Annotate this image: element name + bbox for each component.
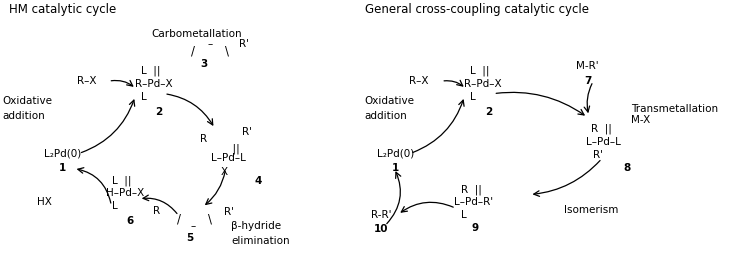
Text: 2: 2 [155, 107, 163, 117]
Text: 8: 8 [624, 163, 631, 173]
Text: Isomerism: Isomerism [565, 205, 619, 215]
Text: 1: 1 [59, 163, 67, 173]
Text: 2: 2 [485, 107, 492, 117]
Text: 6: 6 [126, 216, 134, 226]
Text: \: \ [225, 45, 229, 58]
Text: R  ||: R || [591, 123, 612, 134]
Text: L  ||: L || [470, 66, 490, 77]
Text: L: L [461, 209, 466, 219]
Text: L–Pd–L: L–Pd–L [211, 153, 246, 163]
Text: elimination: elimination [231, 236, 290, 246]
Text: /: / [191, 45, 195, 58]
Text: Oxidative: Oxidative [364, 96, 415, 106]
Text: R-R': R-R' [371, 209, 392, 219]
Text: \: \ [208, 213, 212, 226]
Text: L: L [112, 201, 118, 211]
Text: β-hydride: β-hydride [231, 221, 282, 231]
Text: HX: HX [38, 197, 52, 207]
Text: L₂Pd(0): L₂Pd(0) [44, 149, 81, 159]
Text: M-X: M-X [631, 115, 650, 125]
Text: 9: 9 [471, 223, 479, 233]
Text: 4: 4 [254, 176, 262, 186]
Text: L–Pd–L: L–Pd–L [586, 136, 621, 146]
Text: M-R': M-R' [576, 61, 599, 71]
Text: 7: 7 [584, 76, 591, 86]
Text: R–Pd–X: R–Pd–X [465, 79, 502, 89]
Text: R–X: R–X [409, 76, 429, 86]
Text: R: R [154, 206, 160, 216]
Text: L: L [141, 93, 147, 102]
Text: L: L [470, 93, 476, 102]
Text: R': R' [225, 207, 234, 217]
Text: Carbometallation: Carbometallation [151, 29, 242, 39]
Text: Transmetallation: Transmetallation [631, 104, 718, 114]
Text: R': R' [593, 150, 603, 160]
Text: R: R [200, 134, 208, 143]
Text: L  ||: L || [141, 66, 160, 77]
Text: 3: 3 [200, 59, 208, 69]
Text: 1: 1 [392, 163, 399, 173]
Text: 10: 10 [374, 224, 389, 234]
Text: /: / [177, 213, 180, 226]
Text: R–Pd–X: R–Pd–X [135, 79, 173, 89]
Text: addition: addition [3, 111, 46, 121]
Text: General cross-coupling catalytic cycle: General cross-coupling catalytic cycle [364, 3, 588, 16]
Text: L₂Pd(0): L₂Pd(0) [377, 149, 415, 159]
Text: 5: 5 [186, 233, 193, 243]
Text: HM catalytic cycle: HM catalytic cycle [9, 3, 116, 16]
Text: H–Pd–X: H–Pd–X [106, 188, 145, 198]
Text: L  ||: L || [112, 176, 132, 186]
Text: R': R' [242, 127, 253, 137]
Text: ||: || [225, 143, 239, 154]
Text: R–X: R–X [77, 76, 97, 86]
Text: L–Pd–R': L–Pd–R' [454, 197, 493, 207]
Text: R  ||: R || [461, 184, 482, 195]
Text: addition: addition [364, 111, 407, 121]
Text: Oxidative: Oxidative [3, 96, 52, 106]
Text: –: – [191, 221, 196, 231]
Text: X: X [221, 167, 228, 177]
Text: R': R' [239, 39, 249, 49]
Text: –: – [207, 40, 212, 50]
